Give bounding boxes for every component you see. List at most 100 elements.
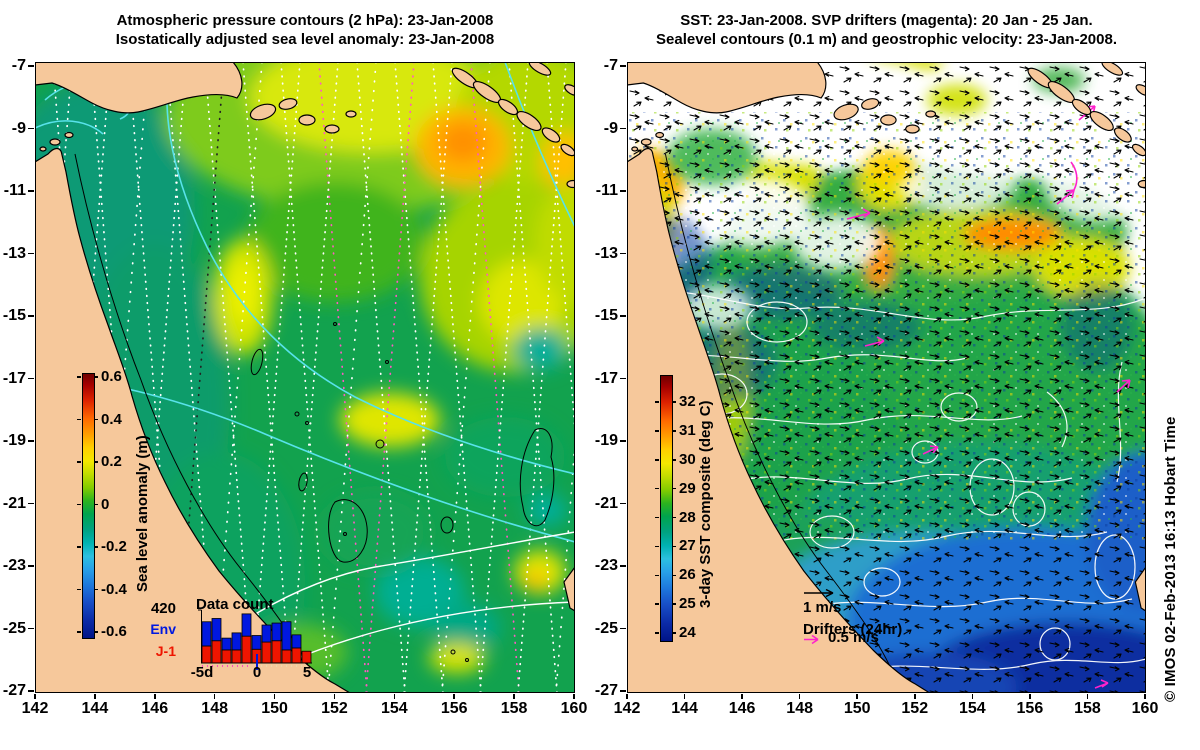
right-y-tick-label: -23 (594, 557, 618, 574)
histogram-title: Data count (196, 596, 274, 613)
colorbar-tick-mark (672, 603, 676, 605)
x-tick-mark (453, 694, 455, 699)
drifter-arrow-icon (804, 634, 819, 645)
colorbar-tick-mark (77, 503, 81, 506)
sst-map (627, 62, 1146, 693)
left-y-tick-label: -27 (2, 682, 26, 699)
x-tick-mark (273, 694, 276, 699)
y-tick-mark (620, 190, 626, 192)
right-y-tick-label: -7 (603, 57, 618, 74)
sst-colorbar (660, 375, 673, 642)
reef-outlines (250, 322, 555, 662)
right-y-tick-label: -27 (594, 682, 618, 699)
y-tick-mark (28, 502, 34, 505)
right-y-tick-label: -17 (594, 369, 618, 387)
map-frame (627, 62, 1146, 693)
y-tick-mark (28, 65, 34, 67)
y-tick-mark (620, 565, 626, 567)
colorbar-tick-mark (655, 487, 659, 490)
left-y-tick-label: -11 (3, 182, 26, 199)
drifters-speed-label: 0.5 m/s (828, 629, 879, 646)
x-tick-mark (1086, 694, 1089, 699)
colorbar-tick-mark (655, 516, 659, 519)
y-tick-mark (28, 627, 34, 630)
land (627, 62, 1146, 693)
x-tick-mark (393, 694, 396, 699)
right-panel-title: SST: 23-Jan-2008. SVP drifters (magenta)… (627, 11, 1146, 49)
data-count-chart (198, 609, 312, 670)
right-x-tick-label: 156 (1016, 700, 1044, 717)
map-frame (35, 62, 575, 693)
left-title-line2: Isostatically adjusted sea level anomaly… (115, 31, 495, 48)
left-y-tick-label: -21 (2, 494, 26, 512)
legend-env: Env (150, 621, 176, 637)
y-tick-mark (28, 315, 34, 317)
histogram-x-tick-label: -5d (190, 664, 214, 681)
right-y-tick-label: -25 (594, 619, 618, 637)
right-x-tick-label: 152 (901, 700, 929, 717)
sea-level-anomaly-map (35, 62, 575, 693)
right-y-tick-label: -13 (594, 244, 618, 262)
y-tick-mark (28, 190, 34, 192)
left-x-tick-label: 150 (261, 700, 288, 717)
left-x-tick-label: 154 (380, 700, 408, 717)
colorbar-tick-mark (94, 588, 98, 591)
x-tick-mark (1144, 694, 1146, 699)
right-x-tick-label: 148 (786, 700, 813, 717)
x-tick-mark (1029, 694, 1031, 699)
sst-colorbar-tick-label: 31 (679, 421, 696, 439)
colorbar-tick-mark (94, 461, 98, 463)
colorbar-tick-mark (77, 631, 81, 633)
colorbar-tick-mark (94, 503, 98, 506)
colorbar-tick-mark (672, 459, 676, 461)
colorbar-tick-mark (655, 545, 659, 548)
left-x-tick-label: 152 (321, 700, 348, 717)
right-x-tick-label: 154 (958, 700, 986, 717)
attribution: © IMOS 02-Feb-2013 16:13 Hobart Time (1162, 416, 1179, 702)
colorbar-tick-mark (77, 546, 81, 548)
colorbar-tick-mark (655, 459, 659, 461)
y-tick-mark (620, 252, 626, 255)
colorbar-tick-mark (655, 603, 659, 605)
y-tick-mark (28, 565, 34, 567)
x-tick-mark (626, 694, 628, 699)
colorbar-tick-mark (672, 401, 676, 403)
left-y-tick-label: -9 (11, 119, 26, 137)
left-y-tick-label: -13 (2, 244, 26, 262)
y-tick-mark (620, 377, 626, 380)
left-y-tick-label: -25 (2, 619, 26, 637)
left-y-tick-label: -15 (2, 307, 26, 324)
right-x-tick-label: 146 (728, 700, 756, 717)
sla-colorbar-tick-label: 0.2 (101, 453, 122, 470)
colorbar-tick-mark (655, 430, 659, 432)
sla-colorbar-tick-label: -0.6 (101, 623, 127, 640)
drifters-legend-title: Drifters (24hr) (803, 621, 903, 638)
right-y-tick-label: -19 (594, 432, 618, 449)
x-tick-mark (333, 694, 336, 699)
y-tick-mark (620, 127, 626, 130)
colorbar-tick-mark (672, 545, 676, 548)
histogram-x-tick-label: 5 (302, 664, 312, 681)
x-tick-mark (213, 694, 216, 699)
y-tick-mark (28, 440, 34, 442)
sst-colorbar-tick-label: 27 (679, 537, 696, 555)
colorbar-tick-mark (672, 430, 676, 432)
left-y-tick-label: -7 (11, 57, 26, 74)
sla-colorbar-tick-label: 0 (101, 495, 110, 513)
y-tick-mark (620, 627, 626, 630)
x-tick-mark (94, 694, 96, 699)
right-x-tick-label: 160 (1131, 700, 1159, 717)
histogram-ymax-label: 420 (150, 600, 176, 617)
sst-colorbar-tick-label: 26 (679, 566, 696, 584)
colorbar-tick-mark (94, 546, 98, 548)
left-y-tick-label: -23 (2, 557, 26, 574)
legend-j1: J-1 (155, 643, 176, 659)
colorbar-tick-mark (655, 574, 659, 576)
y-tick-mark (620, 65, 626, 67)
sst-colorbar-tick-label: 25 (679, 595, 696, 613)
x-tick-mark (856, 694, 858, 699)
colorbar-tick-mark (655, 632, 659, 634)
left-x-tick-label: 156 (440, 700, 468, 717)
colorbar-tick-mark (77, 588, 81, 591)
